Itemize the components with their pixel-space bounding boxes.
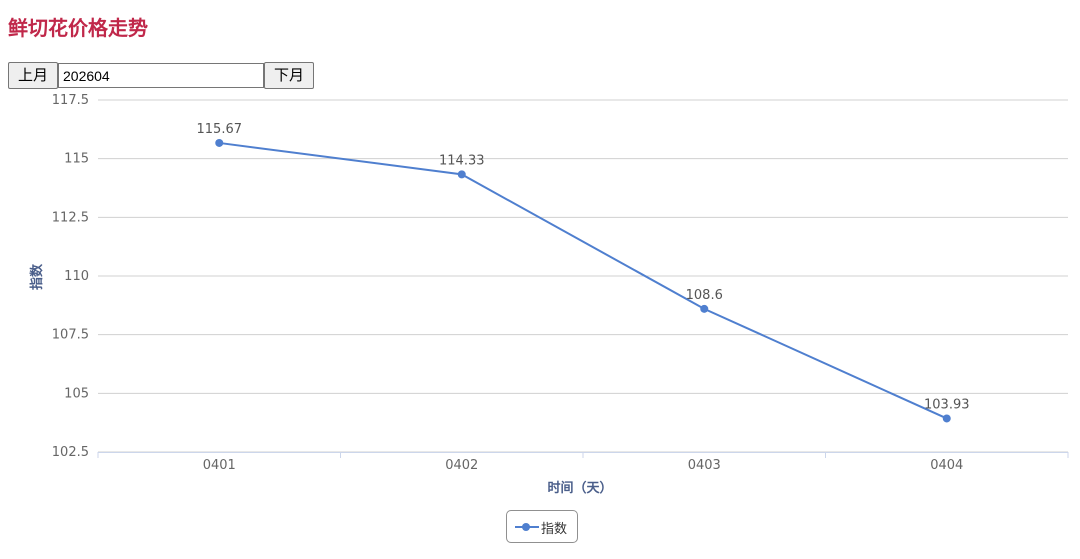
legend-marker-icon <box>515 523 539 531</box>
y-tick-label: 112.5 <box>52 210 89 225</box>
data-label: 108.6 <box>686 288 723 303</box>
month-input[interactable] <box>58 63 264 88</box>
data-label: 114.33 <box>439 153 485 168</box>
y-tick-label: 115 <box>64 152 89 167</box>
x-tick-label: 0403 <box>688 458 721 473</box>
data-point[interactable] <box>700 304 709 313</box>
data-point[interactable] <box>457 170 466 179</box>
y-axis-tick-labels: 102.5 105 107.5 110 112.5 115 117.5 <box>52 93 89 460</box>
series-index: 115.67 114.33 108.6 103.93 <box>197 122 970 423</box>
x-tick-label: 0401 <box>203 458 236 473</box>
x-axis-title: 时间（天） <box>547 480 612 496</box>
y-tick-label: 107.5 <box>52 328 89 343</box>
page-title: 鲜切花价格走势 <box>8 16 148 40</box>
data-point[interactable] <box>215 138 224 147</box>
y-tick-label: 102.5 <box>52 445 89 460</box>
data-label: 115.67 <box>197 122 243 137</box>
previous-month-button[interactable]: 上月 <box>8 62 58 89</box>
x-tick-label: 0404 <box>930 458 963 473</box>
legend-item-index[interactable]: 指数 <box>506 510 578 543</box>
line-chart: 0401 0402 0403 0404 102.5 105 107.5 110 112.5 11… <box>29 93 1069 496</box>
y-tick-label: 117.5 <box>52 93 89 108</box>
grid-lines <box>98 99 1068 453</box>
y-axis-title: 指数 <box>29 263 45 290</box>
series-line <box>219 141 948 420</box>
legend-label: 指数 <box>541 522 568 537</box>
x-tick-label: 0402 <box>445 458 478 473</box>
next-month-button[interactable]: 下月 <box>264 62 314 89</box>
y-tick-label: 110 <box>64 269 89 284</box>
x-axis: 0401 0402 0403 0404 <box>97 452 1069 473</box>
y-tick-label: 105 <box>64 386 89 401</box>
data-point[interactable] <box>942 414 951 423</box>
data-label: 103.93 <box>924 397 970 412</box>
